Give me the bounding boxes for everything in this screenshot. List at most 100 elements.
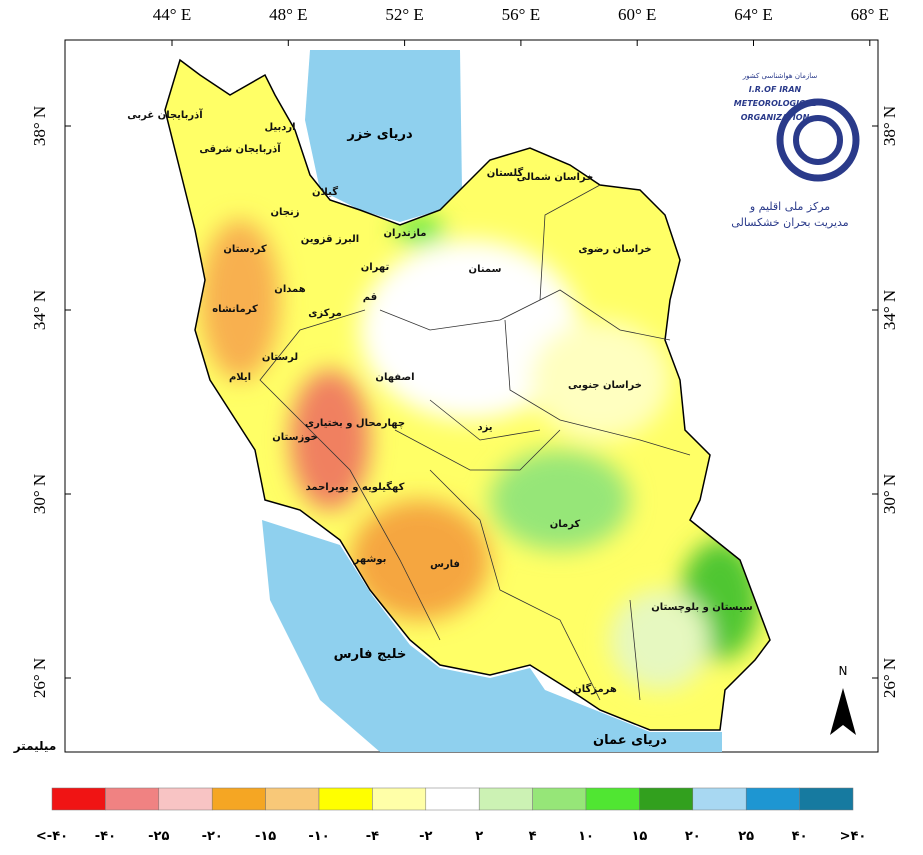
field-zone [395, 218, 445, 242]
province-label: خراسان شمالی [517, 172, 594, 183]
legend-label: ۱۵ [631, 829, 647, 844]
legend-swatch [105, 787, 160, 811]
legend-label: -۴۰ [95, 829, 116, 844]
logo-line: METEOROLOGICAL [734, 99, 816, 108]
legend-swatch [799, 787, 854, 811]
legend-swatch [532, 787, 587, 811]
legend-label: <-۴۰ [36, 829, 68, 844]
province-label: کردستان [223, 244, 267, 255]
unit-label: میلیمتر [13, 739, 57, 753]
province-label: تهران [361, 262, 390, 273]
lon-label: 52° E [385, 5, 423, 24]
legend-swatch [318, 787, 373, 811]
province-label: زنجان [270, 207, 299, 218]
legend-label: -۴ [366, 829, 379, 844]
province-label: گلستان [487, 166, 524, 179]
field-zone [290, 370, 370, 510]
lon-label: 60° E [618, 5, 656, 24]
lat-label-left: 34° N [30, 290, 49, 330]
sea-label: دریای خزر [346, 127, 413, 142]
logo-line: I.R.OF IRAN [749, 85, 802, 94]
province-label: خراسان جنوبی [568, 380, 642, 391]
province-label: اصفهان [375, 372, 414, 383]
legend-label: >۴۰ [840, 829, 867, 844]
province-label: هرمزگان [573, 682, 617, 695]
province-label: یزد [477, 422, 492, 433]
province-label: چهارمحال و بختیاری [305, 418, 405, 429]
province-label: البرز قزوین [301, 234, 359, 245]
sea-label: خلیج فارس [334, 647, 407, 662]
province-borders [259, 184, 691, 701]
legend-swatch [51, 787, 106, 811]
sea-label: دریای عمان [593, 733, 667, 748]
gulf-of-oman [545, 690, 722, 752]
province-label: خوزستان [272, 432, 317, 443]
legend-label: ۲ [475, 829, 483, 844]
legend-label: ۱۰ [578, 829, 594, 844]
province-label: فارس [430, 559, 460, 570]
lat-label-right: 30° N [880, 474, 899, 514]
province-label: لرستان [262, 352, 298, 363]
legend-swatch [639, 787, 694, 811]
legend-label: -۲۰ [202, 829, 223, 844]
province-label: بوشهر [353, 554, 387, 565]
legend-swatch [585, 787, 640, 811]
north-arrow [830, 688, 856, 735]
legend-swatch [372, 787, 427, 811]
legend-swatch [478, 787, 533, 811]
legend-label: -۱۵ [255, 829, 276, 844]
province-label: کرمانشاه [212, 304, 258, 315]
logo [776, 98, 860, 182]
field-zone [360, 240, 580, 420]
lon-label: 44° E [153, 5, 191, 24]
lat-label-right: 34° N [880, 290, 899, 330]
province-label: همدان [274, 284, 305, 295]
province-label: سیستان و بلوچستان [651, 602, 753, 613]
province-label: ایلام [229, 372, 251, 383]
legend-swatch [692, 787, 747, 811]
legend-swatch [745, 787, 800, 811]
logo-ring [776, 98, 860, 182]
province-label: آذربایجان غربی [127, 108, 203, 121]
legend-label: -۲ [419, 829, 432, 844]
logo-ring [793, 115, 843, 165]
field-zone [200, 220, 280, 380]
province-label: قم [363, 292, 377, 303]
logo-org: سازمان هواشناسی کشور [742, 72, 818, 80]
province-label: اردبیل [264, 122, 295, 133]
province-label: کهگیلویه و بویراحمد [306, 480, 405, 493]
province-label: گیلان [312, 185, 338, 198]
province-label: مازندران [384, 228, 427, 239]
logo-center: مرکز ملی اقلیم و [749, 200, 830, 213]
country-border [164, 58, 771, 731]
province-label: آذربایجان شرقی [199, 142, 281, 155]
lat-label-left: 26° N [30, 658, 49, 698]
province-label: خراسان رضوی [578, 244, 651, 255]
logo-center: مدیریت بحران خشکسالی [731, 216, 848, 229]
legend-swatch [158, 787, 213, 811]
legend-swatch [211, 787, 266, 811]
lat-label-right: 38° N [880, 106, 899, 146]
legend-label: -۱۰ [308, 829, 329, 844]
caspian-sea [305, 50, 462, 222]
province-label: کرمان [550, 519, 581, 530]
province-label: سمنان [469, 264, 502, 275]
legend-label: ۲۵ [738, 829, 754, 844]
legend-swatch [265, 787, 320, 811]
legend-label: ۴ [529, 829, 537, 844]
lon-label: 64° E [734, 5, 772, 24]
legend-swatch [425, 787, 480, 811]
lon-label: 48° E [269, 5, 307, 24]
logo-line: ORGANIZATION [741, 113, 810, 122]
lon-label: 68° E [851, 5, 889, 24]
legend-label: -۲۵ [148, 829, 169, 844]
legend-label: ۲۰ [685, 829, 701, 844]
lon-label: 56° E [502, 5, 540, 24]
field-zone [350, 500, 490, 620]
province-line [259, 184, 691, 701]
lat-label-left: 30° N [30, 474, 49, 514]
lat-label-left: 38° N [30, 106, 49, 146]
north-label: N [839, 664, 848, 678]
